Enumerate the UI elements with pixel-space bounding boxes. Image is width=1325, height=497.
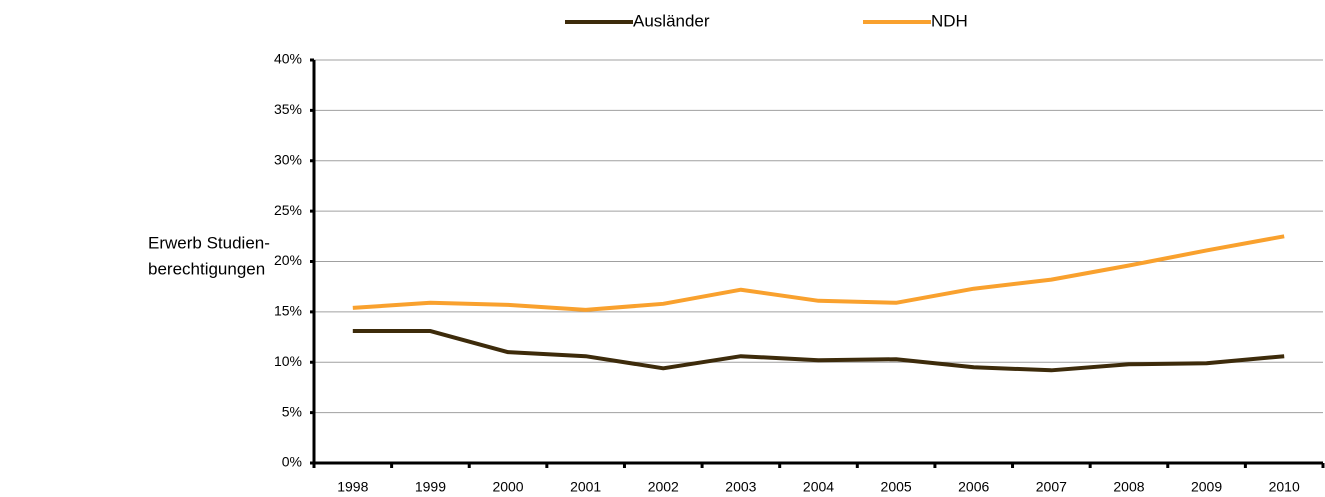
legend-label: Ausländer [633, 11, 710, 30]
x-tick-label: 1999 [415, 479, 446, 495]
y-axis-label: berechtigungen [148, 259, 265, 278]
series-line [352, 234, 1285, 312]
x-tick-label: 2006 [958, 479, 989, 495]
x-tick-label: 2010 [1269, 479, 1300, 495]
x-tick-label: 2001 [570, 479, 601, 495]
y-tick-label: 20% [274, 252, 302, 268]
y-tick-label: 10% [274, 353, 302, 369]
x-tick-label: 2000 [492, 479, 523, 495]
y-tick-label: 30% [274, 151, 302, 167]
y-tick-label: 40% [274, 51, 302, 67]
x-tick-label: 2005 [881, 479, 912, 495]
x-tick-label: 2007 [1036, 479, 1067, 495]
x-tick-label: 2004 [803, 479, 834, 495]
x-tick-label: 2008 [1113, 479, 1144, 495]
y-tick-label: 15% [274, 303, 302, 319]
y-tick-label: 35% [274, 101, 302, 117]
legend-label: NDH [931, 11, 968, 30]
x-tick-label: 2003 [725, 479, 756, 495]
x-tick-label: 1998 [337, 479, 368, 495]
x-tick-label: 2002 [648, 479, 679, 495]
y-tick-label: 25% [274, 202, 302, 218]
x-tick-label: 2009 [1191, 479, 1222, 495]
y-tick-label: 5% [282, 403, 302, 419]
y-axis-label: Erwerb Studien- [148, 233, 270, 252]
y-tick-label: 0% [282, 454, 302, 470]
series-line [352, 329, 1285, 373]
